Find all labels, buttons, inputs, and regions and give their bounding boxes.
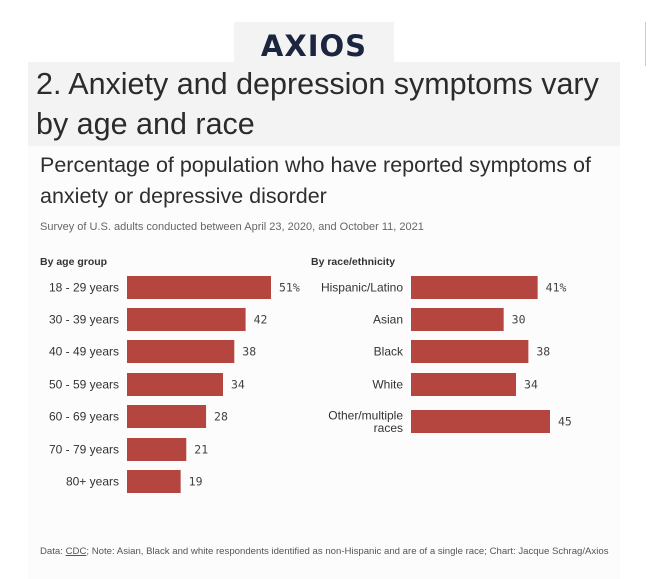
bar-0-2 — [127, 340, 235, 363]
category-label-0-1: 30 - 39 years — [49, 313, 119, 327]
category-label-0-6: 80+ years — [66, 475, 119, 489]
axios-logo[interactable]: AXIOS — [260, 29, 368, 63]
value-label-0-1: 42 — [254, 313, 268, 327]
chart-footer: Data: CDC; Note: Asian, Black and white … — [40, 544, 610, 559]
value-label-0-4: 28 — [214, 410, 228, 424]
category-label-0-5: 70 - 79 years — [49, 443, 119, 457]
bar-1-2 — [411, 340, 529, 363]
bar-0-5 — [127, 438, 187, 461]
value-label-0-2: 38 — [242, 345, 256, 359]
value-label-1-1: 30 — [512, 313, 526, 327]
bar-1-4 — [411, 410, 550, 433]
footer-note: ; Note: Asian, Black and white responden… — [86, 546, 609, 557]
category-label-1-2: Black — [374, 345, 404, 359]
value-label-1-2: 38 — [536, 345, 550, 359]
axios-logo-box: AXIOS — [234, 22, 394, 66]
category-label-1-4-1: races — [374, 421, 403, 435]
bar-0-6 — [127, 470, 181, 493]
heading-box: 2. Anxiety and depression symptoms vary … — [28, 62, 620, 146]
chart-subtitle: Survey of U.S. adults conducted between … — [40, 221, 424, 233]
value-label-0-3: 34 — [231, 378, 245, 392]
category-label-1-3: White — [372, 378, 403, 392]
panel-title-1: By race/ethnicity — [311, 256, 395, 268]
value-label-1-4: 45 — [558, 415, 572, 429]
chart-title: Percentage of population who have report… — [40, 153, 591, 208]
section-heading: 2. Anxiety and depression symptoms vary … — [36, 67, 599, 141]
source-link[interactable]: CDC — [65, 546, 87, 557]
panel-title-0: By age group — [40, 256, 107, 268]
category-label-1-0: Hispanic/Latino — [321, 281, 403, 295]
bar-0-3 — [127, 373, 223, 396]
category-label-1-4-0: Other/multiple — [328, 408, 403, 422]
bar-1-0 — [411, 276, 538, 299]
value-label-0-5: 21 — [194, 443, 208, 457]
category-label-0-0: 18 - 29 years — [49, 281, 119, 295]
category-label-0-4: 60 - 69 years — [49, 410, 119, 424]
category-label-1-1: Asian — [373, 313, 403, 327]
footer-data-label: Data: — [40, 546, 63, 557]
value-label-1-0: 41% — [546, 281, 567, 295]
bar-1-1 — [411, 308, 504, 331]
value-label-1-3: 34 — [524, 378, 538, 392]
value-label-0-6: 19 — [189, 475, 203, 489]
category-label-0-2: 40 - 49 years — [49, 345, 119, 359]
bar-0-4 — [127, 405, 207, 428]
bar-0-0 — [127, 276, 271, 299]
bar-0-1 — [127, 308, 246, 331]
edge-divider — [645, 22, 646, 66]
value-label-0-0: 51% — [279, 281, 300, 295]
category-label-0-3: 50 - 59 years — [49, 378, 119, 392]
bar-1-3 — [411, 373, 517, 396]
